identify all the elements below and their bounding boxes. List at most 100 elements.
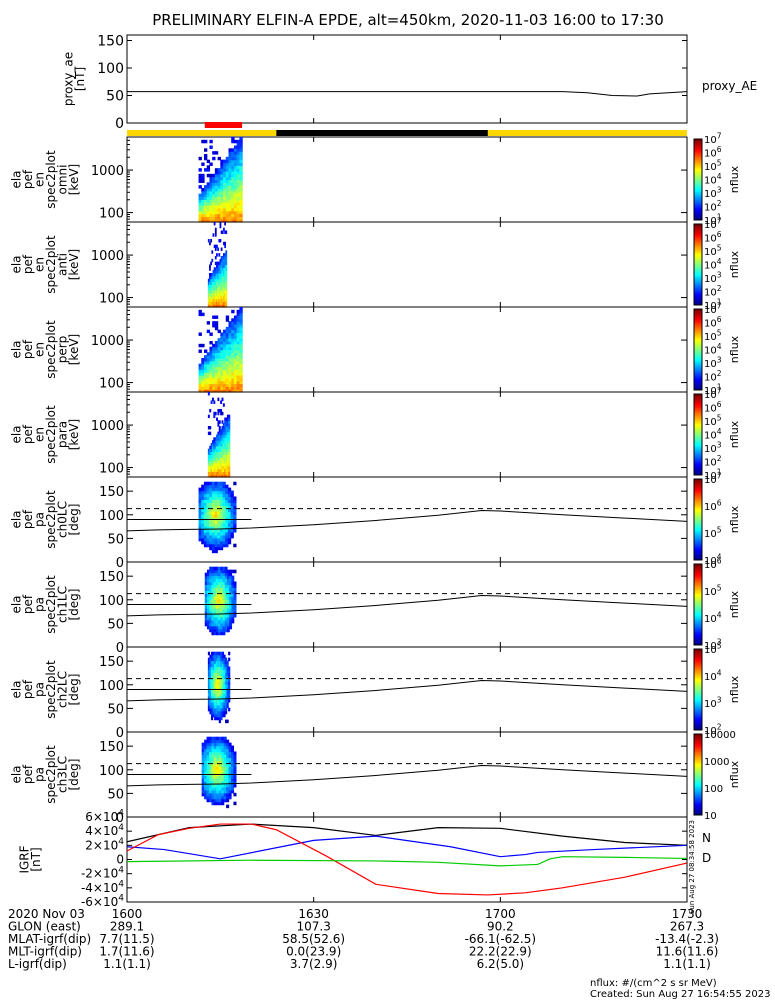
spec-omni-cell [206, 173, 211, 178]
spec-perp-cell [236, 352, 240, 356]
pa-ch1-cell [222, 572, 226, 577]
pa-ch1-cell [231, 587, 235, 591]
spec-para-cell [226, 451, 229, 455]
spec-anti-colorbar-seg [694, 267, 702, 270]
pa-ch0-cell [201, 505, 205, 509]
spec-anti-cell [223, 273, 225, 277]
spec-anti-colorbar-seg [694, 264, 702, 267]
pa-ch2-colorbar-seg [694, 666, 702, 669]
pa-ch1-cell [211, 631, 215, 636]
pa-ch0-cell [217, 487, 221, 492]
pa-ch0-cell [219, 487, 224, 492]
spec-omni-colorbar-seg [694, 214, 702, 217]
pa-ch2-colorbar-seg [694, 651, 702, 654]
spec-anti-colorbar-seg [694, 282, 702, 284]
pa-ch0-cell [217, 520, 221, 524]
spec-perp-cell [198, 349, 202, 353]
pa-ch3-cell [213, 748, 217, 753]
spec-perp-cell [220, 369, 224, 373]
pa-ch3-colorbar-seg [694, 769, 702, 771]
pa-ch1-cell [224, 593, 228, 597]
pa-ch3-cell [228, 763, 232, 767]
spec-omni-colorbar-seg [694, 170, 702, 172]
spec-para-cell [217, 465, 220, 470]
spec-perp-colorbar-seg [694, 367, 702, 369]
spec-omni-cell [236, 162, 240, 166]
pa-ch2-cell [209, 654, 212, 659]
pa-ch2-cell [215, 710, 218, 715]
pa-ch3-colorbar-seg [694, 788, 702, 790]
spec-omni-cell [239, 142, 243, 147]
spec-omni-cell [239, 176, 243, 181]
spec-omni-ylabel-4: omni [55, 165, 69, 195]
spec-para-colorbar-seg [694, 472, 702, 475]
pa-ch2-colorbar-seg [694, 653, 702, 655]
spec-perp-cell [225, 380, 230, 385]
pa-ch3-cell [201, 760, 205, 764]
spec-perp-cell [220, 380, 224, 385]
spec-anti-colorbar-seg [694, 242, 702, 245]
pa-ch0-cell [217, 490, 221, 495]
spec-anti-cell [217, 292, 219, 297]
spec-perp-cell [228, 360, 232, 365]
pa-ch3-colorbar-seg [694, 782, 702, 785]
spec-para-cell [224, 468, 227, 472]
pa-ch2-cell [223, 687, 226, 691]
pa-ch0-cell [230, 520, 234, 524]
pa-ch2-cell [209, 681, 212, 685]
pa-ch1-cell [229, 625, 233, 630]
spec-perp-cell [214, 375, 219, 379]
spec-perp-colorbar-seg [694, 381, 702, 384]
pa-ch1-cell [233, 608, 237, 612]
spec-perp-cell [233, 326, 238, 331]
pa-ch1-cell [224, 625, 228, 630]
pa-ch2-colorbar-seg [694, 701, 702, 704]
spec-anti-cell [220, 270, 223, 274]
spec-para-cell [225, 474, 228, 478]
spec-anti-cell [213, 284, 216, 288]
pa-ch3-colorbar-seg [694, 801, 702, 804]
spec-perp-cell [239, 309, 243, 314]
pa-ch1-cell [215, 608, 219, 612]
spec-para-cell [226, 428, 229, 433]
pa-ch3-cell [213, 783, 217, 788]
spec-omni-colorbar-seg [694, 176, 702, 179]
pa-ch3-cell [221, 789, 225, 794]
spec-para-cell [226, 457, 229, 461]
pa-ch0-cell [198, 523, 202, 527]
pa-ch2-colorbar-seg [694, 685, 702, 688]
spec-omni-cell [220, 202, 224, 206]
spec-omni-cell [212, 207, 216, 212]
spec-anti-cell [209, 275, 211, 280]
pa-ch0-cell [217, 502, 221, 506]
spec-para-cell [210, 462, 213, 467]
spec-perp-colorbar-seg [694, 336, 702, 338]
spec-perp-colorbar-seg [694, 334, 702, 337]
pa-ch1-cell [231, 590, 235, 594]
pa-ch1-cell [215, 616, 219, 621]
pa-ch3-cell [228, 742, 232, 747]
spec-anti-cell [209, 292, 211, 297]
spec-para-cell [226, 460, 229, 464]
spec-omni-cell [223, 199, 227, 203]
pa-ch2-cell [225, 698, 228, 703]
orbit-row-value-2-2: -66.1(-62.5) [465, 932, 536, 946]
pa-ch2-colorbar-seg [694, 688, 702, 690]
pa-ch3-colorbar-seg [694, 809, 702, 812]
pa-ch3-cell [204, 742, 208, 747]
pa-ch3-cell [221, 748, 225, 753]
pa-ch0-colorbar-seg [694, 538, 702, 541]
spec-omni-cell [228, 168, 232, 172]
pa-ch3-cell [201, 769, 205, 773]
spec-perp-cell [198, 377, 202, 382]
spec-perp-cell [225, 318, 230, 322]
spec-perp-cell [239, 358, 243, 362]
pa-ch1-ylabel-5: [deg] [67, 589, 81, 621]
spec-perp-cell [225, 346, 230, 351]
spec-omni-colorbar-seg [694, 139, 702, 141]
spec-perp-cell [223, 372, 227, 376]
spec-para-cell [221, 437, 224, 441]
pa-ch1-cell [218, 619, 221, 624]
spec-omni-cell [228, 154, 232, 158]
spec-anti-cell [212, 304, 215, 308]
